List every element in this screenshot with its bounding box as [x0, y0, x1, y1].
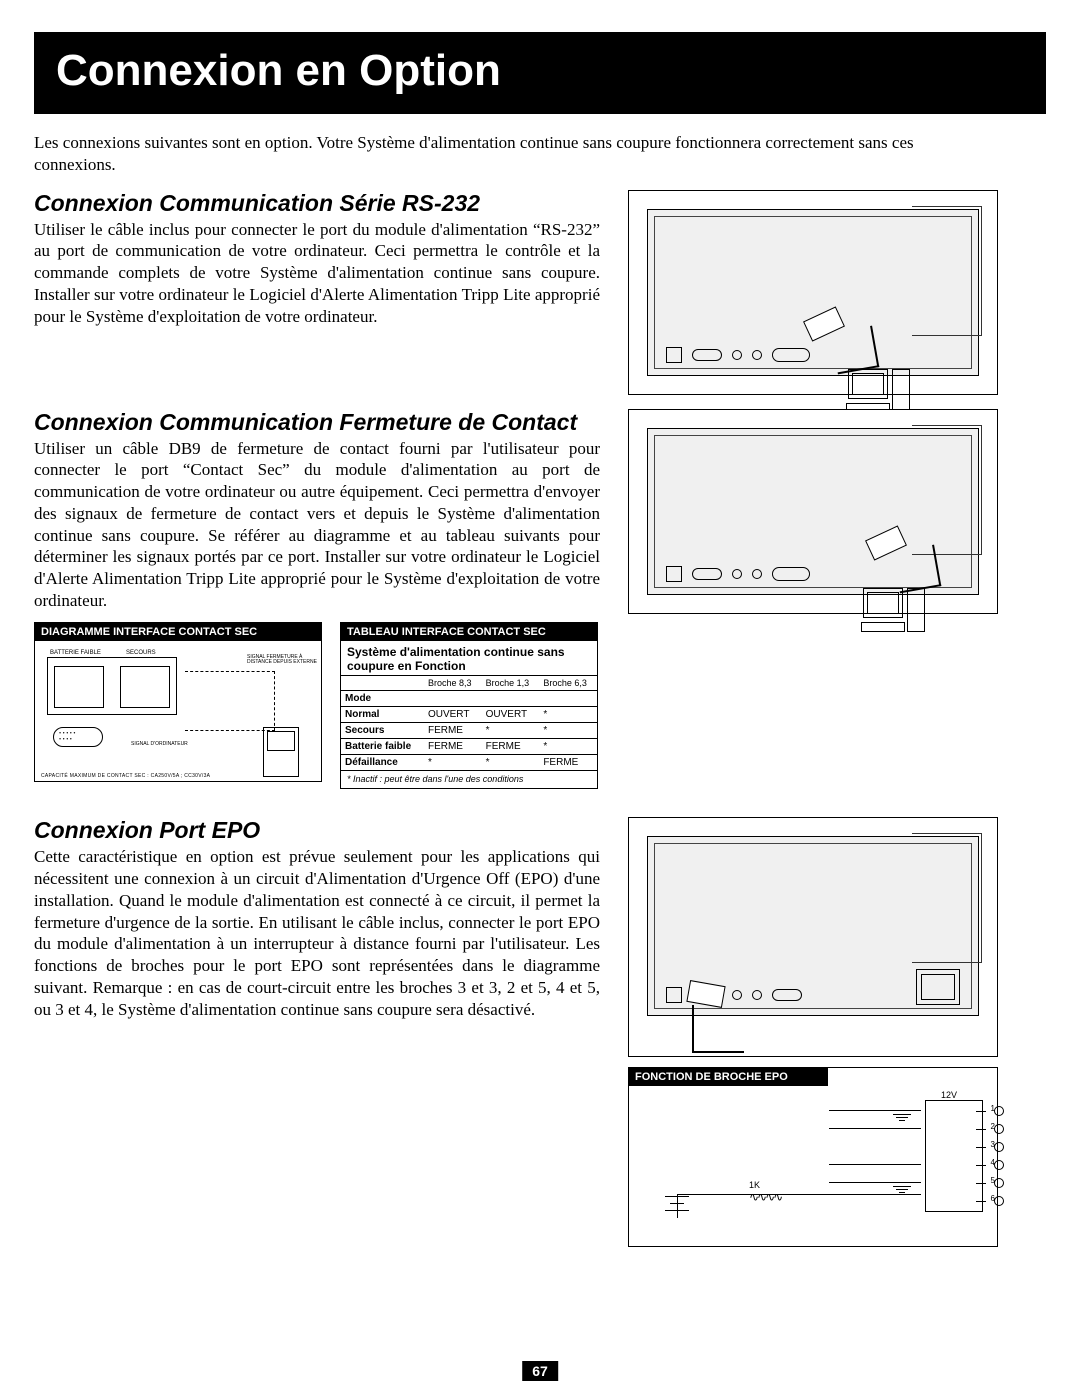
- epo-pin-num: 3: [991, 1140, 995, 1149]
- table-row: Normal OUVERT OUVERT *: [341, 707, 597, 723]
- section-epo: Connexion Port EPO Cette caractéristique…: [34, 817, 1046, 1247]
- table-col: Broche 1,3: [482, 676, 540, 691]
- power-switch-icon: [916, 969, 960, 1005]
- table-row: Batterie faible FERME FERME *: [341, 739, 597, 755]
- contact-table-subheader: Système d'alimentation continue sans cou…: [341, 641, 597, 676]
- db9-port-icon: [692, 568, 722, 580]
- epo-pin-num: 5: [991, 1176, 995, 1185]
- table-col: Broche 8,3: [424, 676, 482, 691]
- epo-pin-num: 1: [991, 1104, 995, 1113]
- rs232-body: Utiliser le câble inclus pour connecter …: [34, 219, 600, 328]
- port-icon: [732, 350, 742, 360]
- epo-heading: Connexion Port EPO: [34, 817, 600, 844]
- table-row: Défaillance * * FERME: [341, 755, 597, 771]
- diag-label: SIGNAL D'ORDINATEUR: [131, 741, 188, 747]
- resistor-icon: ∿∿∿∿: [749, 1190, 829, 1200]
- table-col: Broche 6,3: [539, 676, 597, 691]
- cable-icon: [678, 975, 758, 1055]
- epo-body: Cette caractéristique en option est prév…: [34, 846, 600, 1020]
- epo-pin-num: 4: [991, 1158, 995, 1167]
- epo-pin-diagram: FONCTION DE BROCHE EPO 12V 1 2 3: [628, 1067, 998, 1247]
- db9-port-icon: [772, 567, 810, 581]
- table-row: Secours FERME * *: [341, 723, 597, 739]
- battery-icon: [665, 1196, 689, 1232]
- epo-diagram-header: FONCTION DE BROCHE EPO: [629, 1068, 828, 1086]
- page-title-bar: Connexion en Option: [34, 32, 1046, 114]
- port-icon: [666, 347, 682, 363]
- ground-icon: [893, 1184, 911, 1195]
- contact-table-header: TABLEAU INTERFACE CONTACT SEC: [341, 623, 597, 641]
- port-icon: [732, 569, 742, 579]
- fan-icon: [912, 206, 982, 336]
- port-icon: [752, 569, 762, 579]
- diag-label: BATTERIE FAIBLE: [50, 650, 101, 656]
- diag-label: SECOURS: [126, 650, 156, 656]
- epo-label-resistor: 1K: [749, 1180, 760, 1190]
- section-rs232: Connexion Communication Série RS-232 Uti…: [34, 190, 1046, 395]
- port-icon: [752, 350, 762, 360]
- intro-text: Les connexions suivantes sont en option.…: [34, 132, 994, 176]
- rj-connector-icon: [925, 1100, 983, 1212]
- fan-icon: [912, 833, 982, 963]
- computer-icon: [263, 727, 299, 777]
- db9-connector-icon: [53, 727, 103, 747]
- diag-label: SIGNAL FERMETURE À DISTANCE DEPUIS EXTER…: [247, 655, 317, 665]
- db9-port-icon: [772, 989, 802, 1001]
- table-col-mode: Mode: [341, 691, 424, 707]
- rs232-heading: Connexion Communication Série RS-232: [34, 190, 600, 217]
- contact-body: Utiliser un câble DB9 de fermeture de co…: [34, 438, 600, 612]
- contact-panel-illustration: [628, 409, 998, 614]
- table-note: * Inactif : peut être dans l'une des con…: [341, 770, 597, 788]
- diag-footnote: CAPACITÉ MAXIMUM DE CONTACT SEC : CA250V…: [41, 773, 210, 779]
- db9-port-icon: [692, 349, 722, 361]
- contact-table: TABLEAU INTERFACE CONTACT SEC Système d'…: [340, 622, 598, 790]
- epo-panel-illustration: [628, 817, 998, 1057]
- contact-heading: Connexion Communication Fermeture de Con…: [34, 409, 600, 436]
- epo-pin-num: 2: [991, 1122, 995, 1131]
- port-icon: [666, 566, 682, 582]
- section-contact: Connexion Communication Fermeture de Con…: [34, 409, 1046, 804]
- contact-diagram-header: DIAGRAMME INTERFACE CONTACT SEC: [35, 623, 321, 641]
- ground-icon: [893, 1112, 911, 1123]
- page-title: Connexion en Option: [56, 46, 501, 95]
- epo-pin-num: 6: [991, 1194, 995, 1203]
- computer-icon: [859, 588, 929, 643]
- contact-diagram: DIAGRAMME INTERFACE CONTACT SEC BATTERIE…: [34, 622, 322, 782]
- epo-label-12v: 12V: [941, 1090, 957, 1100]
- page-number: 67: [522, 1361, 558, 1381]
- rs232-panel-illustration: [628, 190, 998, 395]
